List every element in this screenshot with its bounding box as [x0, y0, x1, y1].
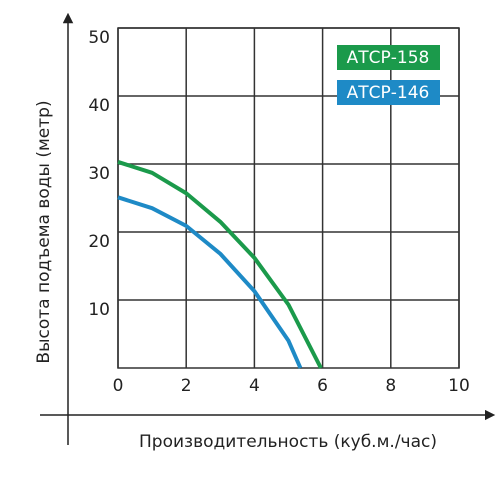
- legend-label: АТСР-146: [347, 83, 430, 103]
- series-line: [117, 160, 323, 369]
- y-tick-label: 40: [88, 96, 110, 116]
- x-tick-label: 0: [113, 376, 124, 396]
- legend-label: АТСР-158: [347, 48, 430, 68]
- y-tick-label: 50: [88, 28, 110, 48]
- x-axis-title: Производительность (куб.м./час): [139, 432, 437, 452]
- x-tick-label: 2: [181, 376, 192, 396]
- y-tick-label: 20: [88, 232, 110, 252]
- y-tick-label: 30: [88, 164, 110, 184]
- y-axis-title: Высота подъема воды (метр): [34, 100, 54, 363]
- x-tick-label: 8: [385, 376, 396, 396]
- x-tick-label: 10: [448, 376, 470, 396]
- series-line: [117, 195, 303, 369]
- y-tick-label: 10: [88, 300, 110, 320]
- x-tick-label: 4: [249, 376, 260, 396]
- legend-swatch: [337, 80, 440, 105]
- plot-frame: [117, 27, 460, 369]
- x-tick-label: 6: [317, 376, 328, 396]
- legend-swatch: [337, 45, 440, 70]
